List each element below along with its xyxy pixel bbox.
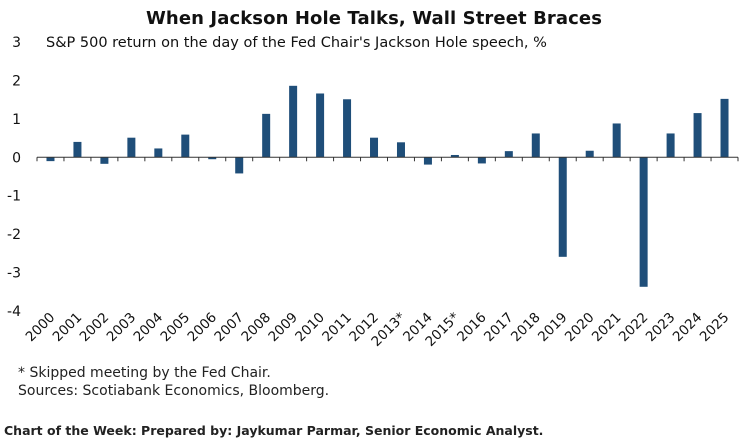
bar-2024 xyxy=(693,113,702,158)
x-tick-label: 2025 xyxy=(697,310,733,346)
y-tick-label: 1 xyxy=(12,112,21,128)
y-tick-label: -3 xyxy=(7,266,21,282)
bar-2004 xyxy=(154,148,163,158)
bar-2010 xyxy=(316,93,325,158)
bar-2007 xyxy=(235,157,244,174)
x-tick-label: 2006 xyxy=(184,310,220,346)
bar-2022 xyxy=(639,157,648,287)
bar-2023 xyxy=(666,133,675,158)
bar-2016 xyxy=(477,157,486,164)
x-tick-label: 2020 xyxy=(562,310,598,346)
y-tick-label: 0 xyxy=(12,150,21,166)
bar-2015-skipped xyxy=(450,154,459,158)
y-tick-label: -4 xyxy=(7,304,21,320)
bar-2013-skipped xyxy=(396,142,405,158)
bar-2011 xyxy=(343,99,352,158)
bar-2009 xyxy=(289,85,298,158)
x-tick-label: 2008 xyxy=(238,310,274,346)
chart-credit: Chart of the Week: Prepared by: Jaykumar… xyxy=(4,423,544,438)
x-tick-label: 2005 xyxy=(158,310,194,346)
y-tick-label: -1 xyxy=(7,189,21,205)
x-tick-label: 2021 xyxy=(589,310,625,346)
x-tick-label: 2011 xyxy=(319,310,355,346)
bar-2018 xyxy=(531,133,540,158)
x-tick-label: 2007 xyxy=(211,310,247,346)
chart-title: When Jackson Hole Talks, Wall Street Bra… xyxy=(145,8,603,29)
x-tick-label: 2002 xyxy=(77,310,113,346)
bar-2002 xyxy=(100,157,109,164)
x-tick-label: 2017 xyxy=(481,310,517,346)
x-tick-label: 2010 xyxy=(292,310,328,346)
bar-2005 xyxy=(181,134,190,158)
zero-axis xyxy=(36,156,739,162)
x-tick-label: 2016 xyxy=(454,310,490,346)
x-tick-label: 2001 xyxy=(50,310,86,346)
bar-2014 xyxy=(423,157,432,165)
x-tick-label: 2023 xyxy=(643,310,679,346)
bar-2020 xyxy=(585,150,594,158)
x-tick-label: 2018 xyxy=(508,310,544,346)
x-tick-label: 2019 xyxy=(535,310,571,346)
bars xyxy=(46,85,729,287)
x-tick-label: 2024 xyxy=(670,310,706,346)
y-axis: -4 -3 -2 -1 0 1 2 3 xyxy=(7,35,21,320)
bar-2019 xyxy=(558,157,567,257)
bar-2025 xyxy=(720,98,729,158)
bar-2017 xyxy=(504,151,513,158)
bar-2008 xyxy=(262,113,271,158)
y-tick-label: 3 xyxy=(12,35,21,51)
chart-subtitle: S&P 500 return on the day of the Fed Cha… xyxy=(46,35,547,51)
bar-2012 xyxy=(370,137,379,158)
x-tick-label: 2003 xyxy=(104,310,140,346)
x-tick-label: 2009 xyxy=(265,310,301,346)
x-tick-label: 2000 xyxy=(23,310,59,346)
x-tick-label: 2022 xyxy=(616,310,652,346)
bar-2006 xyxy=(208,157,217,160)
bar-2021 xyxy=(612,123,621,158)
x-axis: 2000200120022003200420052006200720082009… xyxy=(23,309,733,350)
footnote-sources: Sources: Scotiabank Economics, Bloomberg… xyxy=(18,383,330,399)
footnote-skipped: * Skipped meeting by the Fed Chair. xyxy=(18,365,271,381)
bar-2001 xyxy=(73,141,82,158)
x-tick-label: 2004 xyxy=(131,310,167,346)
y-tick-label: 2 xyxy=(12,73,21,89)
y-tick-label: -2 xyxy=(7,227,21,243)
bar-2003 xyxy=(127,137,136,158)
bar-2000 xyxy=(46,157,55,162)
